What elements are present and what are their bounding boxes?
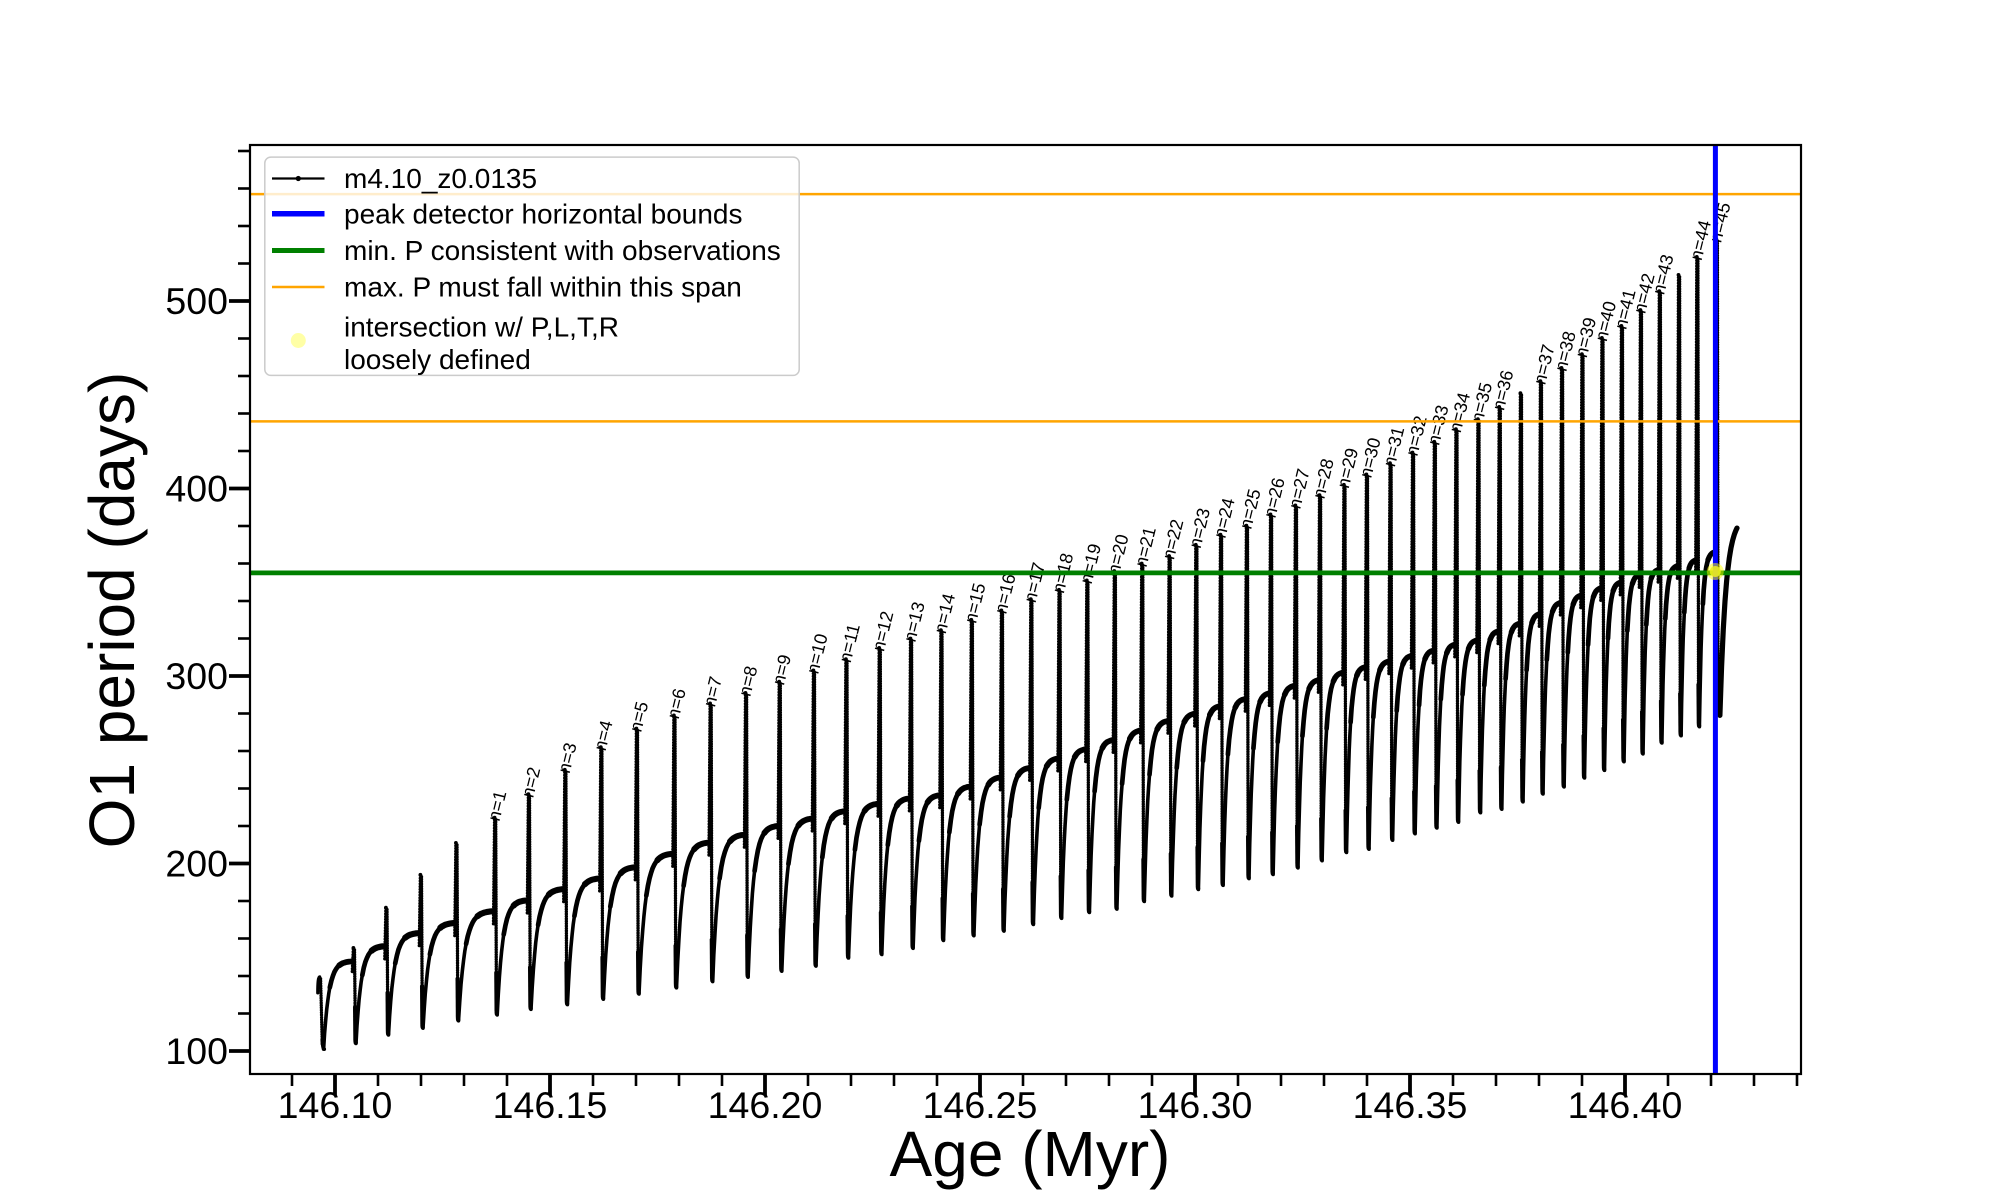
svg-text:146.15: 146.15: [493, 1084, 608, 1126]
svg-text:146.30: 146.30: [1138, 1084, 1253, 1126]
svg-text:300: 300: [165, 655, 228, 697]
svg-text:100: 100: [165, 1030, 228, 1072]
svg-text:intersection w/ P,L,T,R: intersection w/ P,L,T,R: [344, 312, 619, 343]
svg-text:500: 500: [165, 280, 228, 322]
svg-text:146.40: 146.40: [1568, 1084, 1683, 1126]
svg-text:loosely defined: loosely defined: [344, 344, 531, 375]
svg-text:400: 400: [165, 468, 228, 510]
svg-text:200: 200: [165, 843, 228, 885]
svg-text:max. P must fall within this s: max. P must fall within this span: [344, 272, 742, 303]
svg-text:146.10: 146.10: [278, 1084, 393, 1126]
svg-text:O1 period (days): O1 period (days): [76, 372, 148, 849]
svg-text:peak detector horizontal bound: peak detector horizontal bounds: [344, 198, 743, 229]
svg-text:146.25: 146.25: [923, 1084, 1038, 1126]
svg-text:min. P consistent with observa: min. P consistent with observations: [344, 235, 781, 266]
svg-text:146.35: 146.35: [1353, 1084, 1468, 1126]
svg-text:m4.10_z0.0135: m4.10_z0.0135: [344, 163, 537, 194]
svg-text:146.20: 146.20: [708, 1084, 823, 1126]
svg-text:Age (Myr): Age (Myr): [890, 1118, 1171, 1190]
